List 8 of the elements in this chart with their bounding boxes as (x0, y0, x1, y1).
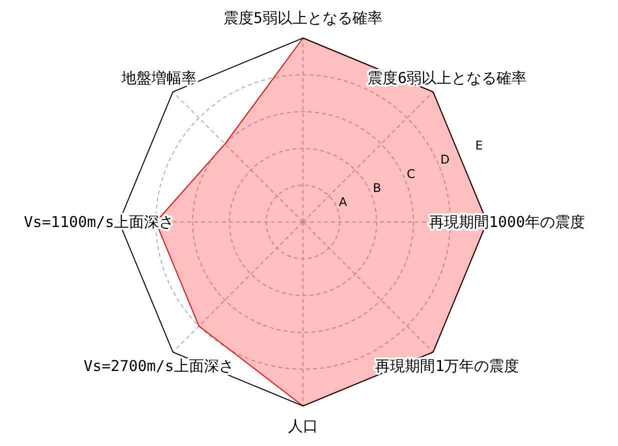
y-tick-label: C (406, 166, 416, 181)
spoke-label: 人口 (288, 417, 318, 435)
y-tick-label: D (440, 152, 450, 167)
y-tick-label: A (338, 194, 348, 209)
y-tick-label: E (475, 138, 483, 153)
spoke-label: 震度5弱以上となる確率 (223, 9, 383, 27)
y-tick-label: B (372, 180, 382, 195)
spoke-label: 地盤増幅率 (120, 68, 196, 87)
